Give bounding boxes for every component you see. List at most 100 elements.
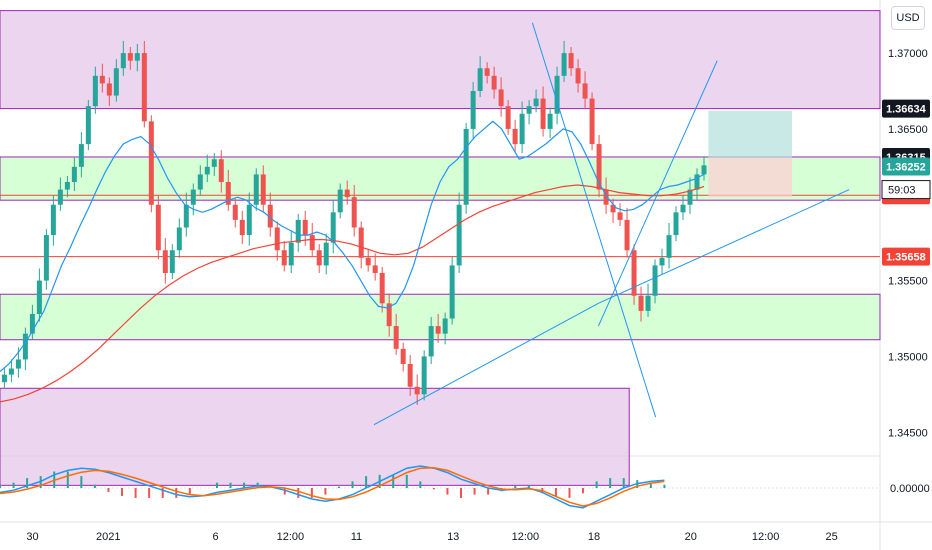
candle-body (442, 318, 448, 334)
candle-body (463, 128, 469, 205)
candle-body (659, 257, 665, 266)
price-badge-label: 1.35658 (886, 252, 926, 264)
time-tick-label: 18 (588, 531, 600, 543)
ma-fast-line (0, 120, 705, 373)
candle-body (43, 235, 49, 281)
candle-body (232, 204, 238, 220)
candle-body (85, 106, 91, 145)
time-tick-label: 6 (213, 531, 219, 543)
candle-body (246, 204, 252, 236)
candle-body (610, 204, 616, 213)
candle-body (22, 333, 28, 360)
price-tick-label: 1.36500 (888, 124, 928, 136)
candle-body (449, 265, 455, 319)
candle-body (624, 219, 630, 251)
candle-body (519, 113, 525, 145)
macd-line (0, 465, 665, 509)
price-badge-4 (882, 247, 930, 266)
candle-body (638, 295, 644, 311)
signal-line (0, 467, 665, 507)
candle-body (533, 98, 539, 107)
candle-body (337, 189, 343, 213)
candle-body (155, 204, 161, 251)
candle-body (365, 257, 371, 266)
candle-body (50, 204, 56, 236)
candle-body (169, 250, 175, 273)
time-tick-label: 13 (447, 531, 459, 543)
candle-body (211, 159, 217, 167)
candle-body (120, 53, 126, 69)
candle-body (491, 75, 497, 90)
candle-body (484, 68, 490, 76)
candle-body (197, 174, 203, 190)
candle-body (617, 212, 623, 220)
candle-body (526, 106, 532, 114)
candle-body (547, 113, 553, 129)
candle-body (645, 295, 651, 311)
candle-body (260, 174, 266, 205)
candle-body (71, 166, 77, 182)
candle-body (470, 91, 476, 129)
candle-body (344, 189, 350, 198)
price-tick-label: 1.35500 (888, 276, 928, 288)
price-tick-label: 1.34500 (888, 427, 928, 439)
candle-body (78, 144, 84, 167)
candle-body (477, 68, 483, 91)
candle-body (540, 98, 546, 129)
candle-body (295, 219, 301, 243)
candle-body (148, 121, 154, 205)
candle-body (505, 106, 511, 129)
candle-body (421, 356, 427, 395)
time-tick-label: 30 (26, 531, 38, 543)
candle-body (15, 359, 21, 369)
candle-body (267, 204, 273, 228)
candle-body (393, 326, 399, 349)
candle-body (512, 128, 518, 145)
candle-body (666, 235, 672, 258)
candle-body (435, 326, 441, 334)
candle-body (127, 53, 133, 61)
candle-body (582, 83, 588, 99)
countdown-label: 59:03 (888, 185, 916, 197)
time-tick-label: 11 (351, 531, 362, 543)
price-badge-0 (882, 99, 930, 118)
candle-body (8, 368, 14, 375)
candle-body (253, 174, 259, 205)
candle-body (428, 326, 434, 357)
candle-body (281, 250, 287, 266)
ma-slow-line (0, 184, 705, 403)
price-badge-label: 1.36634 (886, 104, 927, 116)
trendline-0 (373, 302, 599, 426)
time-tick-label: 12:00 (277, 531, 305, 543)
candle-body (414, 386, 420, 395)
candle-body (701, 165, 707, 175)
candle-body (400, 348, 406, 364)
candle-body (183, 204, 189, 228)
candle-body (36, 280, 42, 314)
candle-body (225, 182, 231, 205)
candle-body (99, 75, 105, 84)
candle-body (106, 83, 112, 96)
price-badge-label: 1.36252 (886, 162, 926, 174)
candle-body (92, 75, 98, 107)
candle-body (204, 166, 210, 175)
countdown-badge (881, 180, 931, 200)
trendline-1 (598, 189, 850, 304)
candle-body (288, 242, 294, 266)
candle-body (1, 374, 7, 383)
candle-body (302, 219, 308, 236)
candle-body (134, 53, 140, 61)
candle-body (309, 235, 315, 251)
candle-body (239, 219, 245, 236)
macd-tick-label: 0.00000 (890, 483, 930, 495)
candle-body (113, 68, 119, 96)
candle-body (57, 189, 63, 205)
candle-body (554, 75, 560, 114)
time-tick-label: 12:00 (752, 531, 780, 543)
candle-body (673, 212, 679, 236)
candle-body (561, 53, 567, 76)
position-target-box (708, 110, 792, 158)
currency-button[interactable]: USD (891, 6, 925, 30)
